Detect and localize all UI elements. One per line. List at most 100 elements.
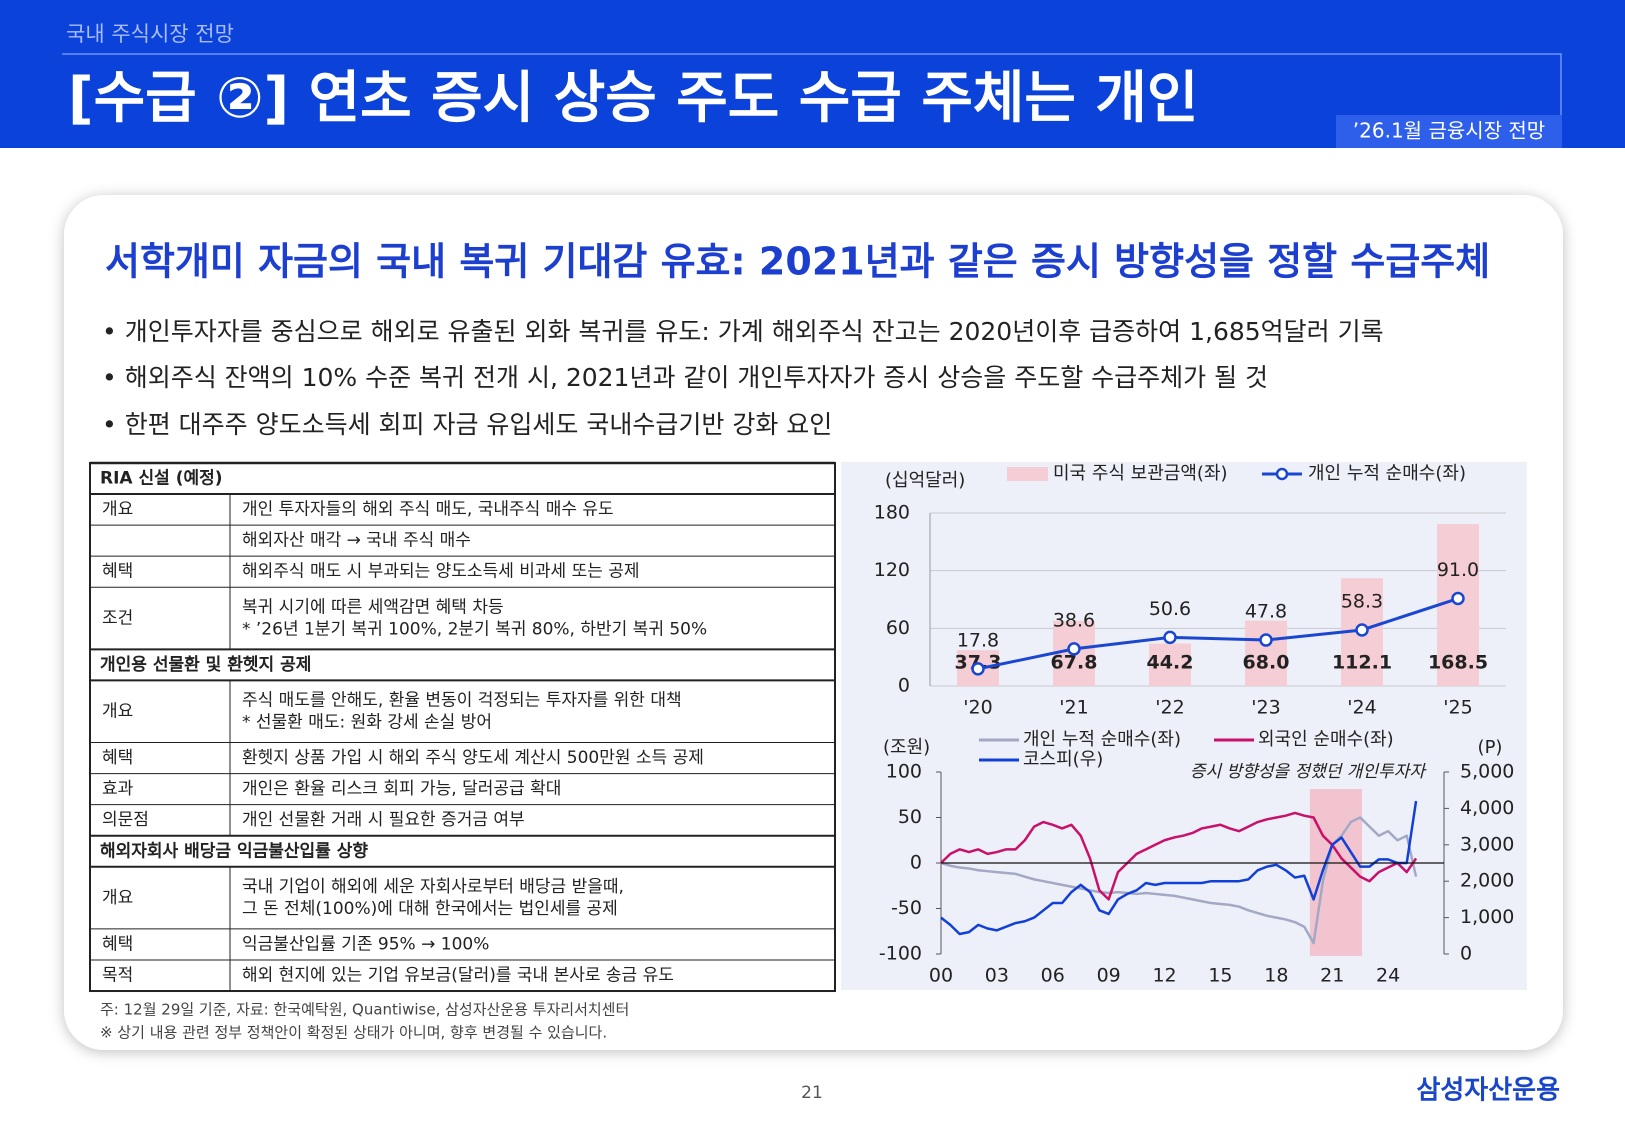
legend-swatch xyxy=(1007,467,1048,481)
bullet: • 개인투자자를 중심으로 해외로 유출된 외화 복귀를 유도: 가계 해외주식… xyxy=(102,317,1384,346)
table-label: 개요 xyxy=(102,500,133,520)
table-cell: 해외자산 매각 → 국내 주식 매수 xyxy=(242,531,471,551)
bullet: • 해외주식 잔액의 10% 수준 복귀 전개 시, 2021년과 같이 개인투… xyxy=(102,363,1268,392)
table-cell: 해외주식 매도 시 부과되는 양도소득세 비과세 또는 공제 xyxy=(242,562,640,582)
table-cell: 복귀 시기에 따른 세액감면 혜택 차등 xyxy=(242,597,504,617)
legend-label: 개인 누적 순매수(좌) xyxy=(1308,463,1466,484)
table-cell: 국내 기업이 해외에 세운 자회사로부터 배당금 받을때, xyxy=(242,877,624,897)
table-cell: 개인 선물환 거래 시 필요한 증거금 여부 xyxy=(242,810,525,830)
x-tick-label: '20 xyxy=(963,697,992,719)
page-number: 21 xyxy=(801,1083,823,1103)
line-label: 58.3 xyxy=(1341,590,1383,612)
y-unit: (십억달러) xyxy=(885,470,965,491)
y2-tick-label: 1,000 xyxy=(1460,906,1514,928)
legend-label: 개인 누적 순매수(좌) xyxy=(1023,729,1181,750)
bar-label: 68.0 xyxy=(1243,652,1290,674)
legend-label: 미국 주식 보관금액(좌) xyxy=(1053,463,1228,484)
bar-label: 44.2 xyxy=(1147,652,1194,674)
table-section-title: RIA 신설 (예정) xyxy=(100,469,223,489)
highlight xyxy=(1309,789,1363,956)
line-label: 50.6 xyxy=(1149,598,1191,620)
logo: 삼성자산운용 xyxy=(1416,1076,1560,1106)
y2-tick-label: 2,000 xyxy=(1460,870,1514,892)
legend-marker xyxy=(1275,467,1289,481)
table-label: 혜택 xyxy=(102,934,133,954)
y-tick-label: 60 xyxy=(886,617,910,639)
table-label: 의문점 xyxy=(102,810,149,830)
x-tick-label: 21 xyxy=(1320,965,1344,987)
bar-label: 112.1 xyxy=(1332,652,1392,674)
y2-unit: (P) xyxy=(1478,737,1503,758)
line-marker xyxy=(1355,623,1369,637)
x-tick-label: 00 xyxy=(929,965,953,987)
table-label: 조건 xyxy=(102,608,133,628)
footnote: 주: 12월 29일 기준, 자료: 한국예탁원, Quantiwise, 삼성… xyxy=(100,1001,629,1019)
table-label: 혜택 xyxy=(102,748,133,768)
line-label: 38.6 xyxy=(1053,609,1095,631)
footnote: ※ 상기 내용 관련 정부 정책안이 확정된 상태가 아니며, 향후 변경될 수… xyxy=(100,1024,607,1042)
x-tick-label: 18 xyxy=(1264,965,1288,987)
line-label: 47.8 xyxy=(1245,601,1287,623)
x-tick-label: '24 xyxy=(1347,697,1376,719)
table-cell: 익금불산입률 기존 95% → 100% xyxy=(242,934,489,954)
table-section-title: 해외자회사 배당금 익금불산입률 상향 xyxy=(100,840,368,861)
section-label: 국내 주식시장 전망 xyxy=(66,22,234,46)
y2-tick-label: 5,000 xyxy=(1460,761,1514,783)
y-tick-label: 50 xyxy=(898,806,922,828)
line-marker xyxy=(971,662,985,676)
annotation: 증시 방향성을 정했던 개인투자자 xyxy=(1190,762,1428,782)
y-tick-label: 0 xyxy=(898,675,910,697)
y2-tick-label: 4,000 xyxy=(1460,797,1514,819)
bar xyxy=(1149,643,1191,686)
table-label: 효과 xyxy=(102,779,134,799)
table-cell: 그 돈 전체(100%)에 대해 한국에서는 법인세를 공제 xyxy=(242,899,618,919)
headline: 서학개미 자금의 국내 복귀 기대감 유효: 2021년과 같은 증시 방향성을… xyxy=(105,240,1490,284)
table-cell: 개인 투자자들의 해외 주식 매도, 국내주식 매수 유도 xyxy=(242,500,614,520)
line xyxy=(977,597,1459,671)
table-section-title: 개인용 선물환 및 환헷지 공제 xyxy=(100,655,311,675)
x-tick-label: '21 xyxy=(1059,697,1088,719)
line-marker xyxy=(1259,633,1273,647)
table-cell: * ’26년 1분기 복귀 100%, 2분기 복귀 80%, 하반기 복귀 5… xyxy=(242,619,707,639)
x-tick-label: 03 xyxy=(985,965,1009,987)
table-cell: 해외 현지에 있는 기업 유보금(달러)를 국내 본사로 송금 유도 xyxy=(242,965,674,985)
x-tick-label: '23 xyxy=(1251,697,1280,719)
x-tick-label: '25 xyxy=(1443,697,1472,719)
slide-title: [수급 ②] 연초 증시 상승 주도 수급 주체는 개인 xyxy=(68,66,1198,131)
x-tick-label: 09 xyxy=(1097,965,1121,987)
table-label: 목적 xyxy=(102,965,133,985)
y-tick-label: -100 xyxy=(879,943,922,965)
x-tick-label: 15 xyxy=(1208,965,1232,987)
x-tick-label: 24 xyxy=(1376,965,1400,987)
bar-label: 67.8 xyxy=(1051,652,1098,674)
bullet: • 한편 대주주 양도소득세 회피 자금 유입세도 국내수급기반 강화 요인 xyxy=(102,410,832,439)
y-tick-label: 0 xyxy=(910,852,922,874)
line-marker xyxy=(1067,642,1081,656)
x-tick-label: '22 xyxy=(1155,697,1184,719)
table-cell: * 선물환 매도: 원화 강세 손실 방어 xyxy=(242,712,492,732)
badge-text: ’26.1월 금융시장 전망 xyxy=(1353,119,1545,143)
line-label: 91.0 xyxy=(1437,559,1479,581)
table-cell: 환헷지 상품 가입 시 해외 주식 양도세 계산시 500만원 소득 공제 xyxy=(242,748,704,768)
line-marker xyxy=(1451,591,1465,606)
bar-label: 168.5 xyxy=(1428,652,1488,674)
y-tick-label: 100 xyxy=(886,761,922,783)
x-tick-label: 06 xyxy=(1041,965,1065,987)
bar xyxy=(1245,620,1287,686)
y-tick-label: 120 xyxy=(874,559,910,581)
y-tick-label: -50 xyxy=(891,897,922,919)
legend-label: 코스피(우) xyxy=(1023,749,1103,770)
table-cell: 개인은 환율 리스크 회피 가능, 달러공급 확대 xyxy=(242,779,561,799)
line-marker xyxy=(1163,630,1177,645)
table-frame xyxy=(89,462,836,993)
y-tick-label: 180 xyxy=(874,502,910,524)
line xyxy=(940,800,1418,936)
line xyxy=(940,811,1418,901)
table-cell: 주식 매도를 안해도, 환율 변동이 걱정되는 투자자를 위한 대책 xyxy=(242,690,682,710)
chart-panel xyxy=(841,462,1527,990)
legend-label: 외국인 순매수(좌) xyxy=(1258,729,1394,750)
table-label: 개요 xyxy=(102,888,133,908)
y2-tick-label: 3,000 xyxy=(1460,833,1514,855)
line-label: 17.8 xyxy=(957,629,999,651)
